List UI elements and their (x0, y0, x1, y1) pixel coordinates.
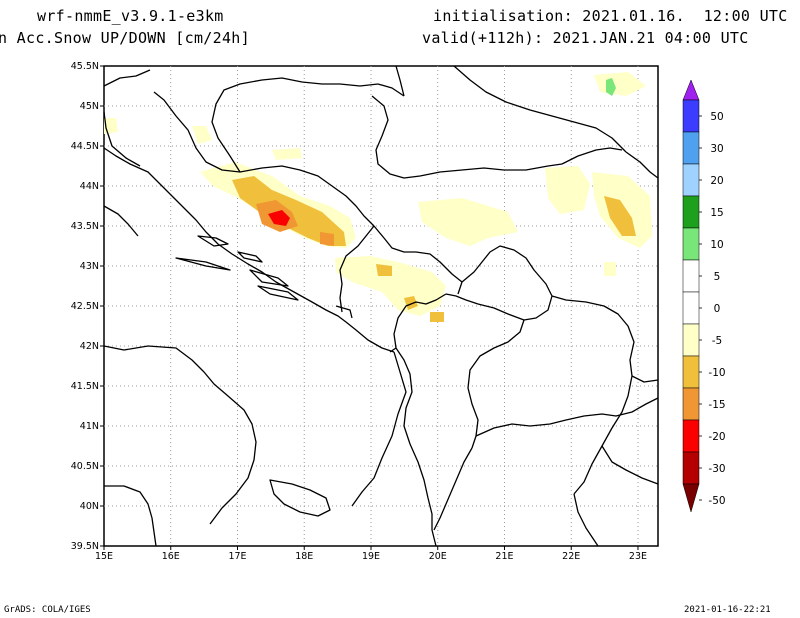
colorbar-segment (682, 195, 700, 229)
lat-tick-label: 39.5N (71, 541, 99, 552)
lat-tick-label: 41.5N (71, 381, 99, 392)
snow-band-max (268, 210, 290, 226)
lat-tick-label: 40.5N (71, 461, 99, 472)
colorbar-segment (682, 451, 700, 485)
colorbar-segment (682, 355, 700, 389)
lat-tick-label: 43N (80, 261, 99, 272)
lon-axis: 15E 16E 17E 18E 19E 20E 21E 22E 23E (95, 546, 647, 562)
colorbar-top-arrow (682, 79, 700, 101)
field-title: n Acc.Snow UP/DOWN [cm/24h] (0, 29, 250, 47)
colorbar-label: 5 (714, 271, 721, 283)
lat-tick-label: 45N (80, 101, 99, 112)
lon-tick-label: 16E (162, 551, 180, 562)
colorbar-segment (682, 227, 700, 261)
lat-axis: 45.5N 45N 44.5N 44N 43.5N 43N 42.5N 42N 41.5N 41N… (71, 61, 104, 552)
colorbar-segment (682, 131, 700, 165)
colorbar-segment (682, 419, 700, 453)
lat-tick-label: 44N (80, 181, 99, 192)
colorbar-label: -5 (712, 335, 722, 347)
footer-credit: GrADS: COLA/IGES (4, 605, 91, 615)
snow-increase-patch (606, 78, 616, 96)
colorbar-segment (682, 387, 700, 421)
colorbar-label: 20 (710, 175, 723, 187)
lon-tick-label: 19E (362, 551, 380, 562)
valid-time: valid(+112h): 2021.JAN.21 04:00 UTC (422, 29, 749, 47)
lon-tick-label: 18E (295, 551, 313, 562)
lat-tick-label: 45.5N (71, 61, 99, 72)
footer-timestamp: 2021-01-16-22:21 (684, 605, 771, 615)
colorbar-label: 50 (710, 111, 723, 123)
colorbar-bottom-arrow (682, 483, 700, 513)
lat-tick-label: 44.5N (71, 141, 99, 152)
snow-fields (104, 72, 652, 322)
lon-tick-label: 22E (562, 551, 580, 562)
colorbar-label: 10 (710, 239, 723, 251)
gridlines (104, 66, 658, 546)
lon-tick-label: 17E (228, 551, 246, 562)
init-time: initialisation: 2021.01.16. 12:00 UTC (433, 7, 788, 25)
lon-tick-label: 21E (495, 551, 513, 562)
lon-tick-label: 20E (429, 551, 447, 562)
lon-tick-label: 23E (629, 551, 647, 562)
lat-tick-label: 42N (80, 341, 99, 352)
colorbar-segment (682, 163, 700, 197)
colorbar-label: -10 (708, 367, 725, 379)
lat-tick-label: 42.5N (71, 301, 99, 312)
lat-tick-label: 43.5N (71, 221, 99, 232)
lon-tick-label: 15E (95, 551, 113, 562)
colorbar-label: -20 (708, 431, 725, 443)
colorbar-label: -30 (708, 463, 725, 475)
lat-tick-label: 41N (80, 421, 99, 432)
colorbar-label: 0 (714, 303, 721, 315)
colorbar-segment (682, 259, 700, 293)
colorbar-segment (682, 323, 700, 357)
colorbar-label: -15 (708, 399, 725, 411)
colorbar-label: -50 (708, 495, 725, 507)
model-title: wrf-nmmE_v3.9.1-e3km (37, 7, 224, 25)
coastlines-borders (103, 65, 659, 547)
colorbar-segment (682, 99, 700, 133)
colorbar-segment (682, 291, 700, 325)
colorbar-label: 15 (710, 207, 723, 219)
colorbar-label: 30 (710, 143, 723, 155)
lat-tick-label: 40N (80, 501, 99, 512)
